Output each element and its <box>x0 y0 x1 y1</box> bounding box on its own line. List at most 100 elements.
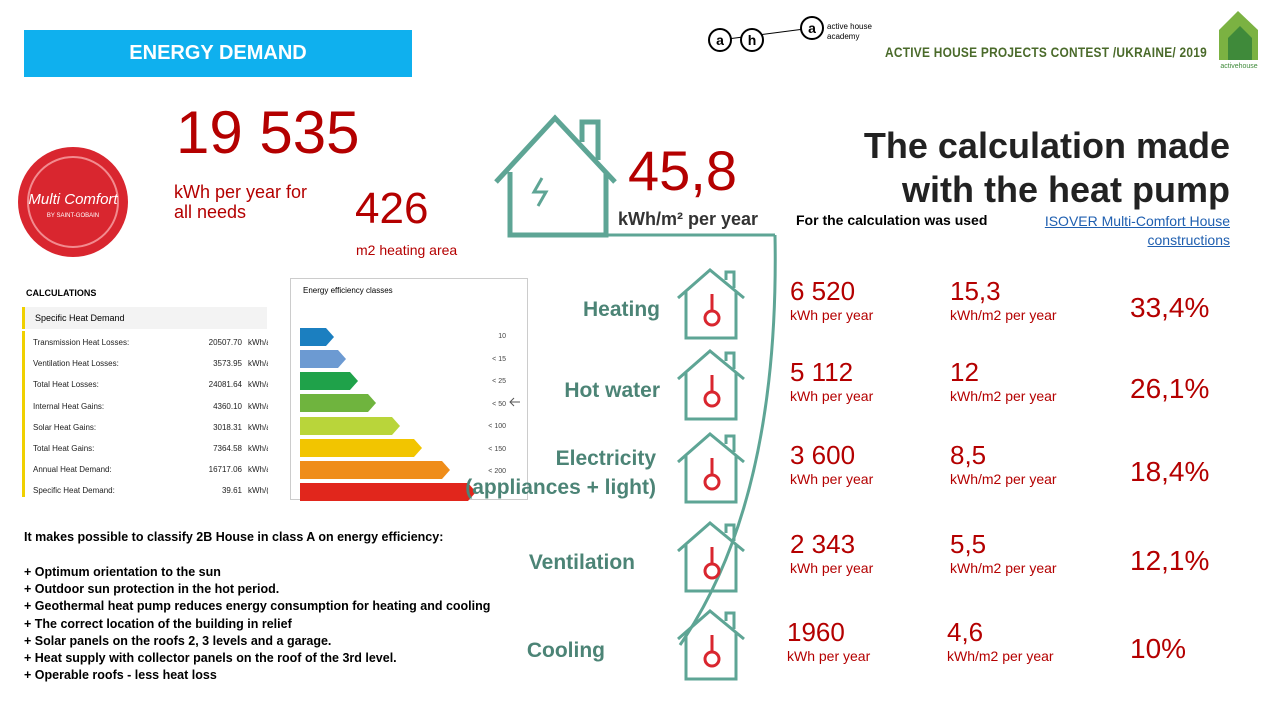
note: For the calculation was used <box>796 212 988 228</box>
calc-unit: kWh/a <box>248 380 268 390</box>
calc-label: Transmission Heat Losses: <box>33 338 130 347</box>
calc-value: 3573.95 <box>213 359 242 369</box>
category-icon <box>677 521 745 593</box>
category-icon <box>677 609 745 681</box>
calc-value: 3018.31 <box>213 422 242 432</box>
contest: ACTIVE HOUSE PROJECTS CONTEST /UKRAINE/ … <box>885 44 1208 60</box>
category-total: 3 600 <box>790 440 856 470</box>
connector-graphic <box>494 114 777 646</box>
category-share: 18,4% <box>1130 456 1210 487</box>
category-icon <box>677 349 745 421</box>
heading: The calculation made with the heat pump <box>863 125 1230 210</box>
calc-label: Specific Heat Demand: <box>33 486 115 496</box>
calc-value: 16717.06 <box>208 465 242 475</box>
logo-house <box>1228 26 1252 60</box>
category-specific: 12 <box>950 357 979 387</box>
list-item: + Heat supply with collector panels on t… <box>24 651 397 665</box>
house-icon <box>677 609 745 681</box>
category-name: Heating <box>582 298 660 321</box>
class-label: < 25 <box>492 378 506 385</box>
calc-unit: kWh/a <box>248 359 268 369</box>
class-label: < 200 <box>488 468 506 475</box>
area: 426 <box>355 184 429 233</box>
list-item: + Geothermal heat pump reduces energy co… <box>24 599 491 614</box>
category-name: Electricity (appliances + light) <box>465 447 656 499</box>
classes-bars <box>300 328 520 501</box>
academy-name: active house academy <box>827 22 872 41</box>
logo-circle <box>800 16 824 40</box>
class-label: < 15 <box>492 355 506 363</box>
category-share: 12,1% <box>1130 545 1210 576</box>
category-total-unit: kWh per year <box>790 307 874 323</box>
house-icon <box>677 521 745 593</box>
category-specific-unit: kWh/m2 per year <box>950 307 1057 323</box>
category-share: 10% <box>1130 633 1187 664</box>
category-total: 2 343 <box>790 529 856 559</box>
calc-unit: kWh/a <box>248 422 268 432</box>
class-arrow <box>509 397 520 407</box>
annual-total: 19 535 <box>176 99 360 166</box>
calc-unit: kWh/a <box>248 465 268 475</box>
calc-title: CALCULATIONS <box>26 288 97 298</box>
calc-subtitle: Specific Heat Demand <box>22 307 267 329</box>
class-label: < 50 <box>492 400 506 408</box>
category-total: 5 112 <box>790 357 854 387</box>
calc-value: 20507.70 <box>208 338 242 347</box>
calc-value: 7364.58 <box>213 444 242 453</box>
category-specific: 5,5 <box>950 529 987 559</box>
calc-rule <box>22 331 25 497</box>
logo-circle <box>18 147 128 257</box>
big-house <box>494 114 617 238</box>
calc-unit: kWh/a <box>248 401 268 411</box>
category-specific-unit: kWh/m2 per year <box>950 471 1057 487</box>
calc-label: Annual Heat Demand: <box>33 465 112 475</box>
logo-circle <box>740 28 764 52</box>
calc-unit: kWh/a <box>248 444 268 453</box>
logo-circle <box>708 28 732 52</box>
area-unit: m2 heating area <box>356 242 458 258</box>
calc-value: 4360.10 <box>213 401 242 411</box>
brand: activehouse <box>1220 63 1257 70</box>
category-specific: 4,6 <box>947 617 984 647</box>
logo-letter: h <box>748 32 757 48</box>
house-icon <box>677 432 745 504</box>
list-item: + Operable roofs - less heat loss <box>24 668 217 683</box>
link[interactable]: ISOVER Multi-Comfort House constructions <box>1044 213 1230 248</box>
academy-logo: a h a <box>708 16 824 52</box>
logo-line <box>719 27 813 41</box>
calc-label: Internal Heat Gains: <box>33 401 105 411</box>
category-icon <box>677 432 745 504</box>
title: ENERGY DEMAND <box>129 42 307 64</box>
category-total-unit: kWh per year <box>790 471 874 487</box>
calc-value: 39.61 <box>221 486 242 496</box>
house-icon <box>677 268 745 340</box>
logo-ring <box>27 156 119 248</box>
connector <box>678 234 777 646</box>
category-share: 33,4% <box>1130 292 1210 323</box>
activehouse-logo: activehouse <box>1219 11 1258 70</box>
title-bar: ENERGY DEMAND <box>24 30 412 77</box>
category-icon <box>677 268 745 340</box>
calc-label: Ventilation Heat Losses: <box>33 359 119 369</box>
category-share: 26,1% <box>1130 373 1210 404</box>
category-specific-unit: kWh/m2 per year <box>950 560 1057 576</box>
category-specific-unit: kWh/m2 per year <box>947 648 1054 664</box>
category-specific-unit: kWh/m2 per year <box>950 388 1057 404</box>
list-item: + Outdoor sun protection in the hot peri… <box>24 582 280 597</box>
class-bars <box>300 328 476 501</box>
class-label: 10 <box>498 333 506 340</box>
list-intro: It makes possible to classify 2B House i… <box>24 530 444 544</box>
list-item: + Solar panels on the roofs 2, 3 levels … <box>24 633 332 648</box>
category-total-unit: kWh per year <box>790 388 874 404</box>
list-item: + The correct location of the building i… <box>24 616 292 631</box>
logo-letter: a <box>716 32 724 48</box>
class-label: < 100 <box>488 423 506 430</box>
category-total-unit: kWh per year <box>790 560 874 576</box>
logo-letter: a <box>808 20 816 36</box>
calc-unit: kWh/( <box>248 486 268 496</box>
specific-total: 45,8 <box>628 139 737 202</box>
category-specific: 8,5 <box>950 440 987 470</box>
logo-name: Multi Comfort <box>28 191 118 208</box>
specific-unit: kWh/m² per year <box>618 209 759 229</box>
